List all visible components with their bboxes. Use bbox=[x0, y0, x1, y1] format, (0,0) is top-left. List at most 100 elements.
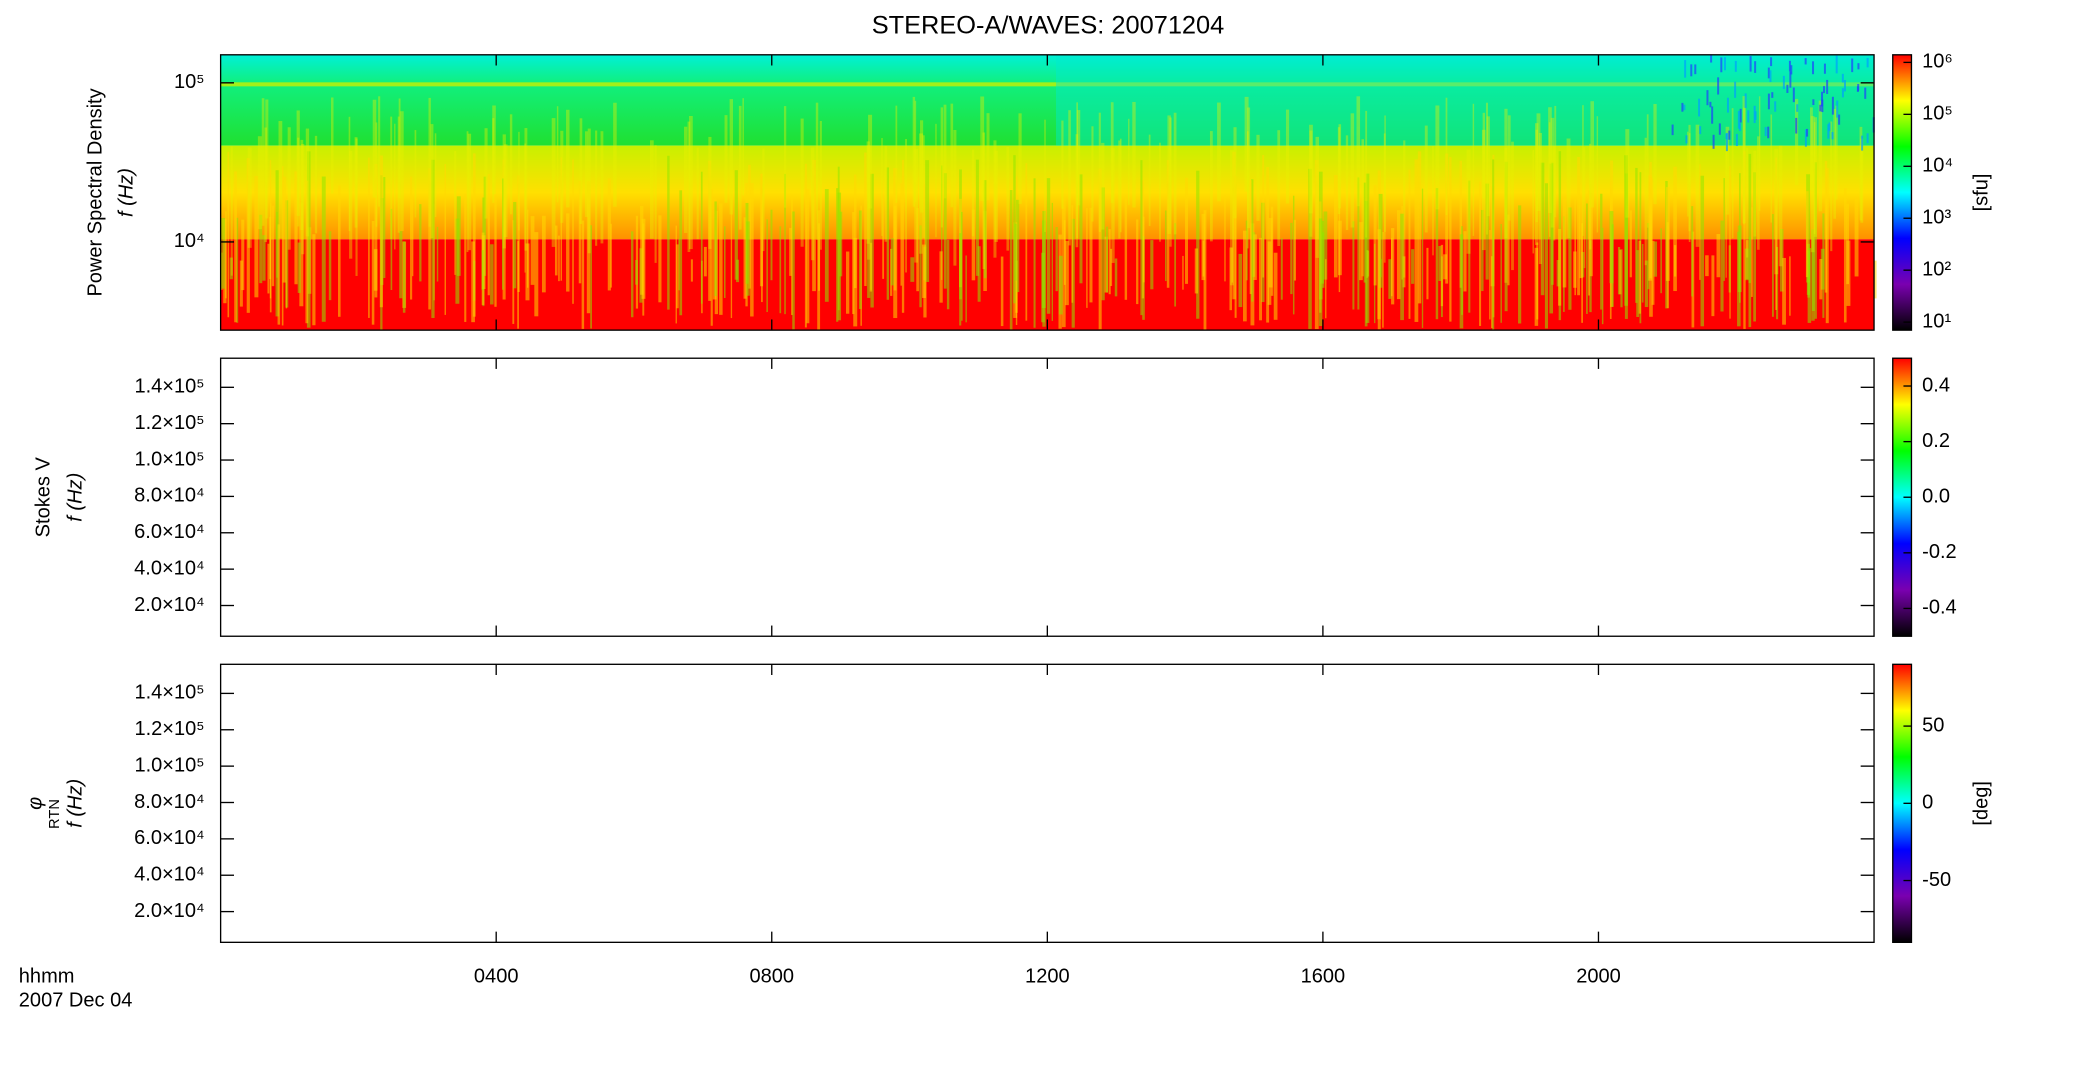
spectrogram-texture bbox=[566, 213, 570, 292]
spectrogram-texture bbox=[1778, 145, 1783, 267]
spectrogram-texture bbox=[299, 202, 304, 307]
spectrogram-texture bbox=[710, 189, 713, 326]
spectrogram-texture bbox=[1217, 102, 1221, 202]
spectrogram-texture bbox=[1377, 229, 1381, 320]
spectrogram-texture bbox=[1866, 57, 1869, 68]
spectrogram-texture bbox=[1046, 178, 1051, 314]
spectrogram-texture bbox=[1164, 210, 1167, 282]
spectrogram-texture bbox=[494, 195, 497, 307]
spectrogram-texture bbox=[730, 194, 733, 319]
spectrogram-texture bbox=[534, 232, 539, 317]
spectrogram-texture bbox=[684, 126, 688, 233]
spectrogram-texture bbox=[1268, 217, 1273, 288]
spectrogram-texture bbox=[1711, 106, 1714, 124]
spectrogram-texture bbox=[431, 159, 435, 319]
spectrogram-texture bbox=[513, 201, 517, 289]
x-tick-label: 1600 bbox=[1301, 965, 1346, 987]
spectrogram-texture bbox=[1744, 248, 1749, 281]
spectrogram-texture bbox=[1589, 143, 1592, 250]
spectrogram-texture bbox=[414, 130, 417, 218]
spectrogram-texture bbox=[1710, 55, 1713, 63]
y-tick-label: 6.0×10⁴ bbox=[134, 827, 204, 849]
spectrogram-texture bbox=[1688, 133, 1691, 243]
spectrogram-texture bbox=[812, 159, 816, 292]
spectrogram-texture bbox=[961, 211, 963, 321]
spectrogram-texture bbox=[1764, 126, 1767, 136]
spectrogram-texture bbox=[444, 164, 446, 315]
spectrogram-texture bbox=[1365, 110, 1368, 238]
spectrogram-texture bbox=[679, 190, 683, 316]
spectrogram-texture bbox=[1182, 255, 1184, 290]
x-axis-label: hhmm bbox=[19, 965, 75, 987]
colorbar-tick-label: 0.0 bbox=[1922, 486, 1950, 508]
spectrogram-texture bbox=[1711, 255, 1715, 317]
spectrogram-texture bbox=[467, 133, 472, 251]
spectrogram-texture bbox=[943, 104, 947, 199]
spectrogram-texture bbox=[430, 124, 434, 238]
spectrogram-texture bbox=[1459, 160, 1463, 288]
spectrogram-texture bbox=[371, 221, 375, 325]
spectrogram-texture bbox=[1831, 132, 1834, 140]
spectrogram-texture bbox=[1479, 181, 1482, 326]
spectrogram-texture bbox=[919, 225, 922, 308]
spectrogram-texture bbox=[1538, 132, 1542, 265]
spectrogram-texture bbox=[1806, 128, 1809, 137]
spectrogram-texture bbox=[1243, 230, 1247, 322]
spectrogram-texture bbox=[1699, 126, 1702, 135]
spectrogram-texture bbox=[338, 185, 341, 317]
spectrogram-texture bbox=[1590, 101, 1595, 208]
spectrogram-texture bbox=[1684, 60, 1687, 78]
spectrogram-texture bbox=[900, 183, 903, 286]
spectrogram-texture bbox=[1280, 238, 1283, 300]
spectrogram-texture bbox=[1792, 87, 1795, 103]
spectrogram-texture bbox=[527, 209, 529, 288]
spectrogram-texture bbox=[1747, 110, 1750, 123]
spectrogram-texture bbox=[554, 225, 558, 276]
spectrogram-texture bbox=[1857, 63, 1860, 70]
spectrogram-texture bbox=[1337, 127, 1341, 215]
spectrogram-texture bbox=[667, 155, 670, 310]
spectrogram-texture bbox=[1786, 84, 1789, 93]
spectrogram-texture bbox=[1774, 148, 1779, 275]
spectrogram-texture bbox=[1629, 210, 1632, 278]
spectrogram-texture bbox=[1624, 173, 1628, 319]
spectrogram-texture bbox=[1063, 220, 1066, 285]
spectrogram-texture bbox=[587, 128, 591, 254]
spectrogram-texture bbox=[910, 257, 915, 282]
spectrogram-texture bbox=[959, 233, 962, 326]
spectrogram-texture bbox=[1449, 156, 1452, 322]
spectrogram-texture bbox=[1651, 240, 1655, 305]
spectrogram-texture bbox=[375, 122, 378, 227]
spectrogram-texture bbox=[1044, 119, 1046, 233]
spectrogram-texture bbox=[1831, 96, 1834, 115]
spectrogram-texture bbox=[578, 180, 582, 284]
spectrogram-texture bbox=[1554, 105, 1557, 218]
spectrogram-texture bbox=[383, 177, 386, 279]
spectrogram-texture bbox=[579, 118, 583, 224]
spectrogram-texture bbox=[1737, 231, 1741, 327]
spectrogram-texture bbox=[1744, 93, 1747, 109]
spectrogram-texture bbox=[1536, 242, 1539, 320]
spectrogram-texture bbox=[1770, 57, 1773, 67]
spectrogram-texture bbox=[1472, 103, 1475, 236]
y-tick-label: 6.0×10⁴ bbox=[134, 521, 204, 543]
spectrogram-texture bbox=[455, 218, 460, 304]
spectrogram-texture bbox=[901, 159, 905, 313]
spectrogram-texture bbox=[1549, 163, 1554, 314]
y-axis-label: f (Hz) bbox=[115, 168, 137, 217]
spectrogram-texture bbox=[483, 176, 487, 276]
spectrogram-texture bbox=[1018, 113, 1022, 205]
spectrogram-texture bbox=[1779, 229, 1784, 292]
spectrogram-texture bbox=[1417, 151, 1422, 304]
spectrogram-texture bbox=[759, 173, 764, 287]
spectrogram-texture bbox=[1229, 247, 1233, 311]
spectrogram-texture bbox=[1224, 195, 1226, 282]
spectrogram-texture bbox=[750, 183, 754, 317]
x-tick-label: 1200 bbox=[1025, 965, 1070, 987]
spectrogram-texture bbox=[1230, 150, 1234, 286]
y-tick-label: 10⁴ bbox=[174, 230, 205, 252]
spectrogram-texture bbox=[1776, 246, 1779, 320]
spectrogram-texture bbox=[1440, 244, 1444, 307]
spectrogram-texture bbox=[428, 97, 431, 227]
spectrogram-texture bbox=[1108, 229, 1111, 295]
